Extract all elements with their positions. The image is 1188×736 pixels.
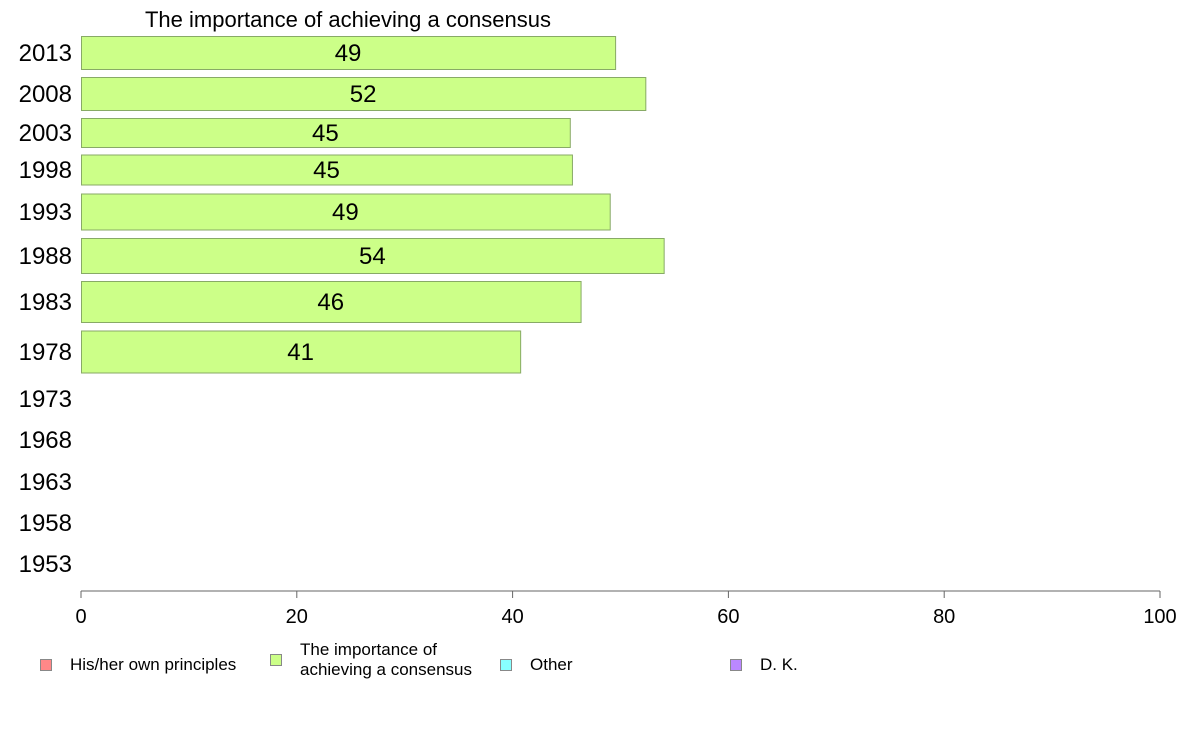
legend: His/her own principles The importance of… <box>0 640 1188 690</box>
x-tick-label: 20 <box>286 606 308 628</box>
legend-item-consensus: The importance of achieving a consensus <box>270 640 472 680</box>
y-tick-label: 1953 <box>19 551 72 578</box>
x-axis: 0 20 40 60 80 100 <box>75 590 1177 628</box>
data-label: 49 <box>332 199 359 226</box>
legend-item-other: Other <box>500 655 573 675</box>
y-tick-label: 1993 <box>19 199 72 226</box>
data-label: 46 <box>317 289 344 316</box>
data-label: 45 <box>312 120 339 147</box>
y-tick-label: 2008 <box>19 81 72 108</box>
x-tick-label: 100 <box>1143 606 1176 628</box>
y-tick-label: 1998 <box>19 157 72 184</box>
legend-swatch <box>270 654 282 666</box>
y-tick-label: 1963 <box>19 469 72 496</box>
y-tick-label: 1988 <box>19 243 72 270</box>
y-tick-label: 1958 <box>19 510 72 537</box>
x-tick-label: 40 <box>501 606 523 628</box>
legend-label: D. K. <box>760 655 798 674</box>
legend-item-dk: D. K. <box>730 655 798 675</box>
legend-label: Other <box>530 655 573 674</box>
legend-item-principles: His/her own principles <box>40 655 236 675</box>
bar <box>81 330 522 374</box>
y-tick-label: 1973 <box>19 386 72 413</box>
legend-swatch <box>500 659 512 671</box>
bar <box>81 77 647 111</box>
legend-swatch <box>40 659 52 671</box>
data-label: 45 <box>313 157 340 184</box>
y-tick-label: 1978 <box>19 339 72 366</box>
bar <box>81 118 571 148</box>
legend-label: His/her own principles <box>70 655 237 674</box>
chart: The importance of achieving a consensus … <box>19 7 1177 628</box>
bar <box>81 36 617 70</box>
y-tick-label: 2013 <box>19 40 72 67</box>
data-label: 41 <box>287 339 314 366</box>
legend-label: The importance of achieving a consensus <box>300 640 473 679</box>
legend-swatch <box>730 659 742 671</box>
data-label: 52 <box>350 81 377 108</box>
y-axis-labels: 2013 2008 2003 1998 1993 1988 1983 1978 1973 1968… <box>19 40 72 578</box>
bar <box>81 193 611 231</box>
bar <box>81 154 573 186</box>
x-tick-label: 80 <box>933 606 955 628</box>
bar <box>81 281 582 323</box>
chart-title: The importance of achieving a consensus <box>145 7 551 32</box>
data-label: 54 <box>359 243 386 270</box>
x-tick-label: 0 <box>75 606 86 628</box>
data-label: 49 <box>335 40 362 67</box>
y-tick-label: 2003 <box>19 120 72 147</box>
bar <box>81 238 665 274</box>
y-tick-label: 1983 <box>19 289 72 316</box>
y-tick-label: 1968 <box>19 427 72 454</box>
x-tick-label: 60 <box>717 606 739 628</box>
